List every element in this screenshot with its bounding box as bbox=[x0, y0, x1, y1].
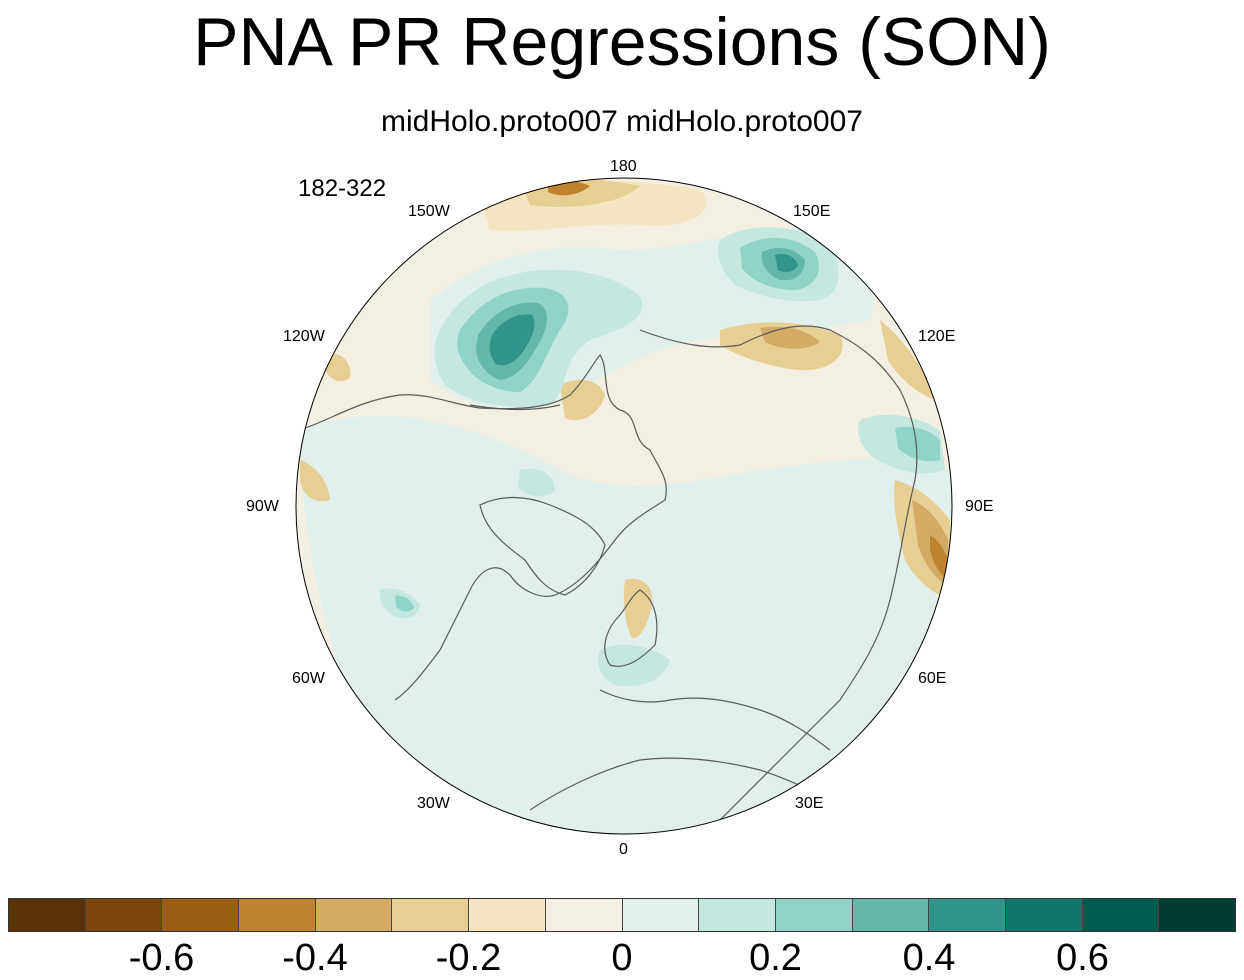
colorbar-swatch bbox=[1159, 899, 1235, 931]
colorbar-tick-label: 0 bbox=[611, 937, 633, 979]
colorbar-swatch bbox=[1005, 899, 1083, 931]
colorbar-swatch bbox=[85, 899, 163, 931]
scandinavia-coast bbox=[604, 589, 658, 667]
negative-region-90w bbox=[300, 460, 330, 502]
negative-region-120w bbox=[325, 353, 351, 382]
greenland-coast bbox=[479, 496, 606, 596]
colorbar-swatch bbox=[9, 899, 86, 931]
colorbar-swatch bbox=[315, 899, 393, 931]
positive-mid-60w bbox=[395, 595, 414, 612]
positive-region-atlantic bbox=[300, 415, 952, 834]
lon-label-180: 180 bbox=[610, 158, 637, 175]
colorbar-swatch bbox=[929, 899, 1006, 931]
colorbar-swatch bbox=[1082, 899, 1160, 931]
africa-coast bbox=[529, 757, 831, 811]
lon-label-30e: 30E bbox=[795, 795, 824, 812]
figure-title: PNA PR Regressions (SON) bbox=[193, 4, 1051, 80]
alaska-coast bbox=[469, 404, 561, 411]
positive-core-gulf bbox=[489, 314, 535, 366]
lon-label-0: 0 bbox=[619, 841, 628, 858]
lon-label-90w: 90W bbox=[246, 498, 279, 515]
lon-label-150w: 150W bbox=[408, 203, 450, 220]
map-boundary bbox=[295, 177, 953, 835]
lon-label-90e: 90E bbox=[965, 498, 994, 515]
precip-field bbox=[296, 178, 952, 834]
colorbar-swatch bbox=[239, 899, 316, 931]
colorbar-swatch bbox=[469, 899, 546, 931]
positive-mid-110e bbox=[895, 426, 940, 462]
lon-label-60w: 60W bbox=[292, 670, 325, 687]
colorbar bbox=[8, 898, 1236, 932]
negative-peak-90e bbox=[930, 535, 948, 580]
colorbar-tick-label: -0.4 bbox=[282, 937, 348, 979]
colorbar-swatch bbox=[852, 899, 930, 931]
colorbar-tick-label: 0.2 bbox=[749, 937, 802, 979]
positive-peak-150e bbox=[775, 254, 798, 273]
negative-region-alaska bbox=[560, 379, 605, 421]
colorbar-swatch bbox=[699, 899, 776, 931]
lon-label-60e: 60E bbox=[918, 670, 947, 687]
colorbar-tick-label: 0.4 bbox=[902, 937, 956, 979]
colorbar-swatch bbox=[545, 899, 623, 931]
eurasia-coast bbox=[639, 325, 918, 834]
colorbar-swatch bbox=[622, 899, 700, 931]
colorbar-tick-label: -0.6 bbox=[128, 937, 195, 979]
north-america-coast bbox=[304, 354, 667, 701]
negative-core-120e bbox=[760, 326, 820, 349]
colorbar-tick-label: 0.6 bbox=[1056, 937, 1109, 979]
europe-coast bbox=[599, 689, 831, 751]
figure-subtitle: midHolo.proto007 midHolo.proto007 bbox=[381, 105, 863, 138]
negative-region-east bbox=[880, 320, 935, 400]
lon-label-30w: 30W bbox=[417, 795, 450, 812]
lon-label-150e: 150E bbox=[793, 203, 831, 220]
colorbar-tick-label: -0.2 bbox=[435, 937, 502, 979]
lon-label-120e: 120E bbox=[918, 328, 956, 345]
lon-label-120w: 120W bbox=[283, 328, 325, 345]
positive-region-europe bbox=[598, 644, 670, 687]
coastlines bbox=[304, 325, 918, 834]
colorbar-swatch bbox=[162, 899, 240, 931]
years-label: 182-322 bbox=[298, 175, 387, 202]
colorbar-swatch bbox=[392, 899, 470, 931]
colorbar-swatch bbox=[775, 899, 853, 931]
positive-region-arctic bbox=[518, 468, 555, 497]
